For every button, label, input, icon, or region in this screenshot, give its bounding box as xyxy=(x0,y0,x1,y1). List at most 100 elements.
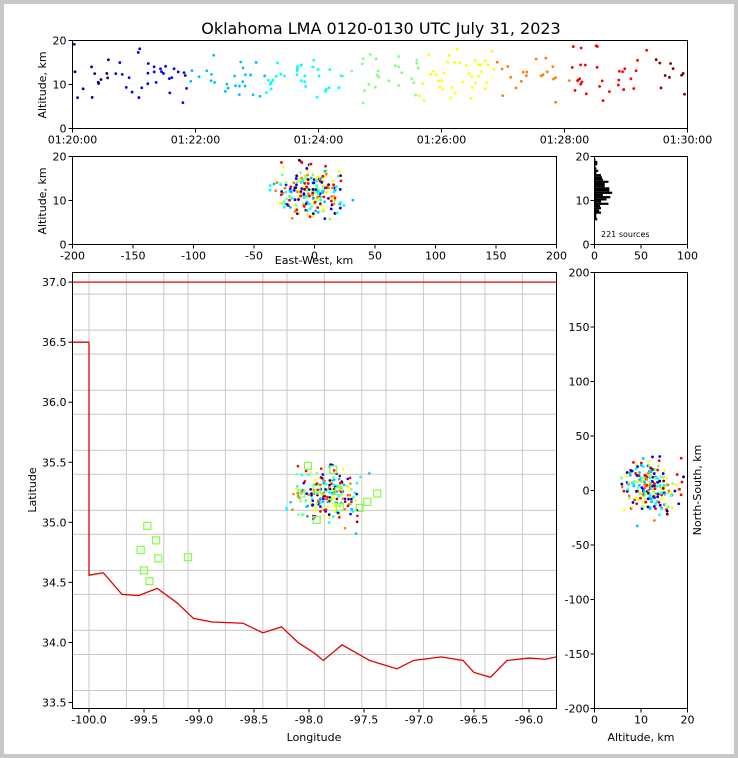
plan-view-point xyxy=(309,471,313,474)
ew-height-point xyxy=(306,182,310,185)
ew-height-point xyxy=(280,173,284,177)
time-height-point xyxy=(312,58,316,62)
time-height-point xyxy=(73,70,77,74)
time-height-point xyxy=(422,99,426,102)
time-height-point xyxy=(168,91,172,95)
histogram-bar xyxy=(594,178,603,181)
histogram-bar xyxy=(594,163,598,166)
time-height-point xyxy=(568,79,571,83)
plan-view-point xyxy=(314,509,317,513)
ew-height-point xyxy=(332,190,336,194)
hist-alt-tick-label: 10 xyxy=(576,195,590,208)
ew-height-point xyxy=(315,185,319,189)
ew-height-point xyxy=(299,194,303,198)
time-axis-tick-label: 01:24:00 xyxy=(294,134,343,147)
time-height-point xyxy=(449,96,453,100)
ns-height-point xyxy=(622,508,626,512)
ew-height-point xyxy=(299,181,303,184)
ns-height-point xyxy=(642,489,646,492)
ew-height-point xyxy=(311,173,315,177)
time-height-point xyxy=(146,71,150,75)
ew-height-point xyxy=(292,189,296,192)
plan-view-point xyxy=(335,490,338,493)
state-boundary xyxy=(88,342,557,679)
time-height-point xyxy=(663,74,667,77)
time-height-point xyxy=(181,101,185,105)
ns-tick-label: 150 xyxy=(569,321,590,334)
time-height-point xyxy=(140,86,144,90)
plan-view-point xyxy=(333,504,337,507)
plan-view-point xyxy=(296,464,300,468)
ns-tick-label: 200 xyxy=(569,267,590,280)
ew-height-point xyxy=(296,190,299,194)
time-height-point xyxy=(263,74,267,78)
lon-axis-tick-label: -99.0 xyxy=(185,714,213,727)
time-height-point xyxy=(239,60,243,64)
ew-height-point xyxy=(283,186,287,190)
histogram-bar xyxy=(594,202,609,205)
ns-height-point xyxy=(677,502,681,506)
time-height-point xyxy=(519,79,523,83)
ew-height-point xyxy=(305,185,309,189)
ns-height-point xyxy=(653,468,657,471)
plan-view-point xyxy=(332,515,335,518)
time-height-point xyxy=(324,87,328,91)
time-height-point xyxy=(205,69,209,73)
plan-view-point xyxy=(332,478,336,481)
time-height-point xyxy=(300,79,303,83)
time-height-point xyxy=(367,82,371,86)
ns-height-point xyxy=(656,477,659,480)
alt-axis-tick-label: 0 xyxy=(591,714,598,727)
lon-axis-tick-label: -98.0 xyxy=(295,714,323,727)
plan-view-point xyxy=(350,500,353,504)
plan-view-point xyxy=(333,510,336,513)
time-height-point xyxy=(622,88,626,91)
plan-view-point xyxy=(359,475,362,479)
time-height-point xyxy=(164,64,167,68)
ns-height-point xyxy=(636,486,640,489)
plan-view-point xyxy=(304,499,308,503)
plan-view-point xyxy=(285,506,288,510)
time-height-point xyxy=(268,82,272,86)
ew-height-point xyxy=(329,199,333,203)
time-height-point xyxy=(470,75,474,79)
time-height-point xyxy=(176,70,180,74)
time-height-point xyxy=(470,86,474,89)
ew-height-point xyxy=(294,177,298,180)
ew-height-point xyxy=(303,181,307,185)
ns-height-point xyxy=(656,495,660,499)
ew-height-point xyxy=(282,166,285,169)
time-height-point xyxy=(477,74,480,78)
ew-height-point xyxy=(339,201,342,204)
time-height-point xyxy=(316,68,320,71)
plan-view-point xyxy=(304,469,308,473)
plan-view-point xyxy=(354,532,358,535)
ew-height-point xyxy=(333,198,337,202)
ns-height-point xyxy=(649,466,653,470)
ew-height-point xyxy=(272,182,276,186)
time-height-point xyxy=(76,96,79,100)
time-height-point xyxy=(490,50,494,53)
lma-station-marker xyxy=(312,515,321,525)
ns-height-point xyxy=(641,505,645,509)
time-height-point xyxy=(258,94,262,98)
lma-station-marker xyxy=(312,484,321,493)
ns-height-point xyxy=(679,456,683,460)
time-height-point xyxy=(474,81,478,85)
time-height-point xyxy=(72,42,76,46)
time-height-point xyxy=(576,78,580,82)
ew-height-point xyxy=(290,216,294,220)
plan-view-point xyxy=(353,491,357,494)
ew-height-point xyxy=(300,187,304,191)
ns-height-point xyxy=(648,480,652,484)
time-height-point xyxy=(410,77,414,81)
count-axis-tick-label: 0 xyxy=(591,250,598,263)
ns-height-point xyxy=(662,484,666,487)
plan-view-point xyxy=(311,499,315,503)
ns-height-point xyxy=(671,482,675,486)
ew-height-point xyxy=(320,204,324,207)
time-height-point xyxy=(303,74,307,78)
time-height-point xyxy=(579,63,583,67)
plan-view-point xyxy=(311,504,314,507)
time-height-point xyxy=(671,67,675,70)
